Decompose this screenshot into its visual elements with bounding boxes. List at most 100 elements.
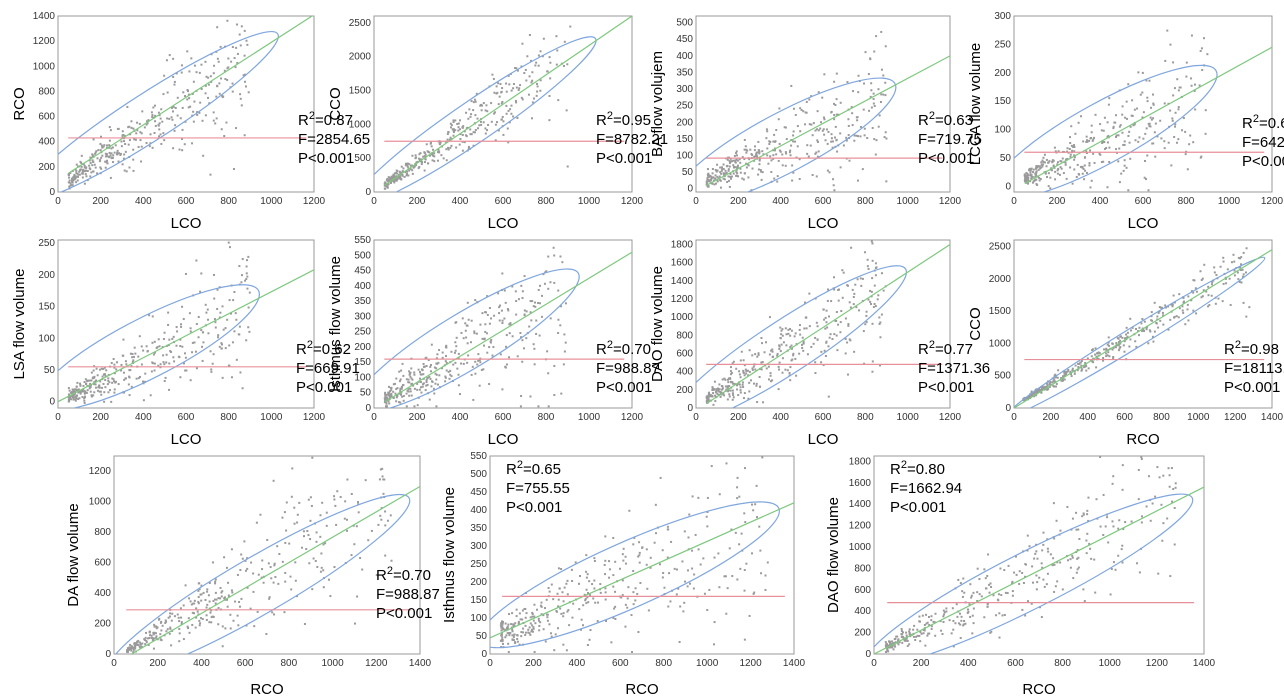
data-point [163, 74, 166, 77]
data-point [1157, 326, 1160, 329]
data-point [184, 95, 187, 98]
data-point [1236, 271, 1239, 274]
data-point [790, 144, 793, 147]
data-point [508, 332, 511, 335]
data-point [104, 166, 107, 169]
r-squared-label: R2=0.80 [890, 459, 945, 478]
data-point [233, 57, 236, 60]
y-tick-label: 1000 [989, 338, 1012, 349]
data-point [81, 390, 84, 393]
data-point [1041, 566, 1044, 569]
data-point [245, 259, 248, 262]
data-point [769, 155, 772, 158]
data-point [142, 380, 145, 383]
data-point [546, 350, 549, 353]
x-tick-label: 1200 [939, 412, 962, 423]
data-point [178, 627, 181, 630]
data-point [246, 275, 249, 278]
data-point [772, 140, 775, 143]
data-point [1033, 392, 1036, 395]
data-point [761, 342, 764, 345]
data-point [844, 338, 847, 341]
f-statistic-label: F=18113.69 [1224, 360, 1284, 377]
data-point [839, 321, 842, 324]
data-point [1248, 306, 1251, 309]
data-point [160, 620, 163, 623]
data-point [821, 129, 824, 132]
data-point [93, 391, 96, 394]
data-point [1178, 293, 1181, 296]
data-point [1087, 496, 1090, 499]
data-point [814, 152, 817, 155]
data-point [732, 164, 735, 167]
data-point [758, 150, 761, 153]
data-point [131, 353, 134, 356]
data-point [1153, 330, 1156, 333]
data-point [864, 51, 867, 54]
data-point [132, 169, 135, 172]
data-point [73, 396, 76, 399]
data-point [897, 638, 900, 641]
data-point [208, 581, 211, 584]
data-point [919, 631, 922, 634]
data-point [390, 181, 393, 184]
data-point [400, 369, 403, 372]
data-point [73, 173, 76, 176]
data-point [188, 97, 191, 100]
data-point [126, 647, 129, 650]
data-point [1111, 348, 1114, 351]
data-point [707, 185, 710, 188]
data-point [1094, 591, 1097, 594]
data-point [1148, 122, 1151, 125]
data-point [608, 568, 611, 571]
y-tick-label: 0 [687, 403, 693, 414]
x-tick-label: 200 [92, 412, 109, 423]
y-tick-label: 500 [354, 250, 371, 261]
data-point [1124, 337, 1127, 340]
data-point [832, 184, 835, 187]
data-point [758, 152, 761, 155]
data-point [1038, 387, 1041, 390]
data-point [565, 582, 568, 585]
data-point [1096, 357, 1099, 360]
data-point [387, 176, 390, 179]
data-point [1081, 515, 1084, 518]
data-point [730, 371, 733, 374]
data-point [1085, 539, 1088, 542]
data-point [528, 75, 531, 78]
data-point [735, 170, 738, 173]
data-point [500, 622, 503, 625]
data-point [1146, 96, 1149, 99]
data-point [399, 387, 402, 390]
data-point [433, 366, 436, 369]
data-point [239, 371, 242, 374]
data-point [743, 374, 746, 377]
x-tick-label: 200 [730, 412, 747, 423]
data-point [220, 343, 223, 346]
data-point [562, 612, 565, 615]
data-point [850, 106, 853, 109]
data-point [433, 160, 436, 163]
data-point [1241, 275, 1244, 278]
data-point [215, 117, 218, 120]
data-point [826, 142, 829, 145]
data-point [1122, 143, 1125, 146]
data-point [405, 405, 408, 408]
data-point [632, 569, 635, 572]
data-point [667, 528, 670, 531]
data-point [1080, 115, 1083, 118]
data-point [96, 374, 99, 377]
data-point [1192, 291, 1195, 294]
data-point [604, 591, 607, 594]
data-point [434, 382, 437, 385]
data-point [1128, 130, 1131, 133]
data-point [1055, 519, 1058, 522]
data-point [406, 163, 409, 166]
data-point [532, 626, 535, 629]
data-point [440, 154, 443, 157]
data-point [1066, 157, 1069, 160]
data-point [756, 401, 759, 404]
data-point [1187, 319, 1190, 322]
data-point [845, 139, 848, 142]
data-point [1141, 91, 1144, 94]
